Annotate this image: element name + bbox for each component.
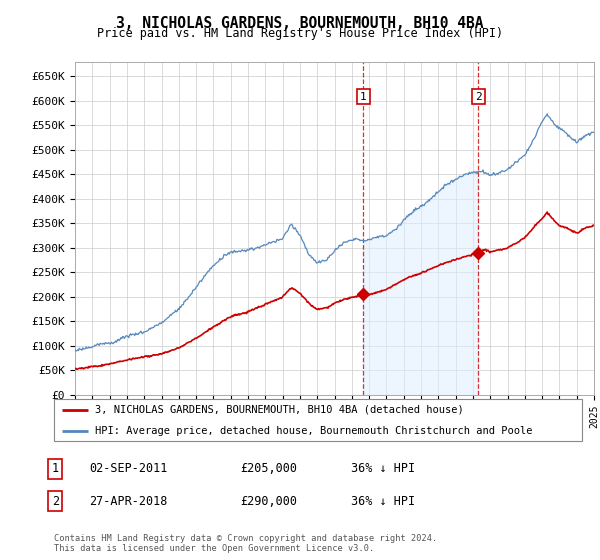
Text: 36% ↓ HPI: 36% ↓ HPI	[351, 494, 415, 508]
Text: 2: 2	[475, 92, 482, 101]
Text: £290,000: £290,000	[240, 494, 297, 508]
Text: 1: 1	[52, 462, 59, 475]
Text: 3, NICHOLAS GARDENS, BOURNEMOUTH, BH10 4BA: 3, NICHOLAS GARDENS, BOURNEMOUTH, BH10 4…	[116, 16, 484, 31]
FancyBboxPatch shape	[54, 399, 582, 441]
Text: 02-SEP-2011: 02-SEP-2011	[89, 462, 167, 475]
Text: Price paid vs. HM Land Registry's House Price Index (HPI): Price paid vs. HM Land Registry's House …	[97, 27, 503, 40]
Text: HPI: Average price, detached house, Bournemouth Christchurch and Poole: HPI: Average price, detached house, Bour…	[95, 426, 533, 436]
Text: 3, NICHOLAS GARDENS, BOURNEMOUTH, BH10 4BA (detached house): 3, NICHOLAS GARDENS, BOURNEMOUTH, BH10 4…	[95, 405, 464, 415]
Text: 2: 2	[52, 494, 59, 508]
Text: £205,000: £205,000	[240, 462, 297, 475]
Text: 1: 1	[360, 92, 367, 101]
Text: 27-APR-2018: 27-APR-2018	[89, 494, 167, 508]
Text: Contains HM Land Registry data © Crown copyright and database right 2024.
This d: Contains HM Land Registry data © Crown c…	[54, 534, 437, 553]
Text: 36% ↓ HPI: 36% ↓ HPI	[351, 462, 415, 475]
